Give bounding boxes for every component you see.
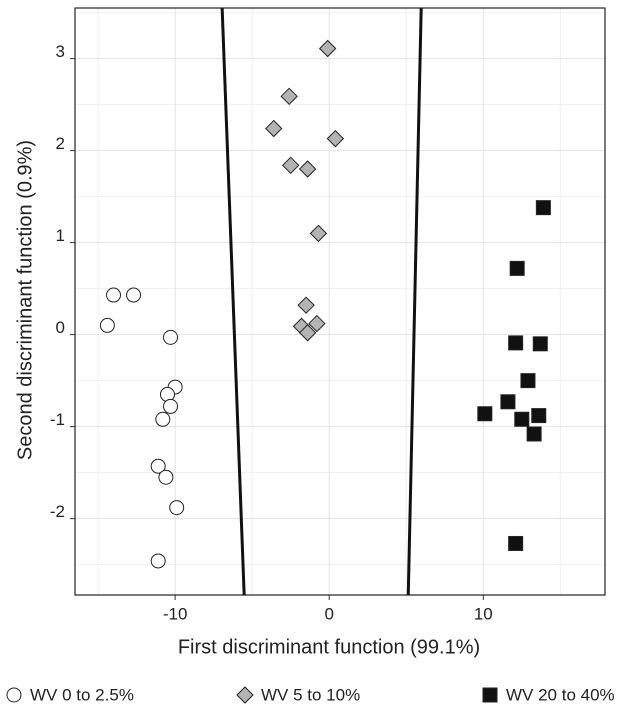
legend-label: WV 5 to 10% <box>261 685 360 704</box>
point <box>532 336 548 352</box>
x-axis-title: First discriminant function (99.1%) <box>178 636 480 658</box>
y-tick-label: 3 <box>56 42 65 61</box>
point <box>169 500 185 516</box>
point <box>150 458 166 474</box>
plot-border <box>74 7 606 596</box>
point <box>297 296 315 314</box>
point <box>280 87 298 106</box>
boundary-line <box>406 7 423 596</box>
point <box>155 411 171 427</box>
point <box>281 156 300 175</box>
x-tick-label: 10 <box>474 604 493 623</box>
point <box>265 119 283 138</box>
point <box>477 406 493 422</box>
legend-label: WV 0 to 2.5% <box>30 685 134 704</box>
y-tick-label: -1 <box>50 410 65 429</box>
point <box>163 329 179 345</box>
point <box>531 408 547 424</box>
point <box>508 335 524 351</box>
y-tick-label: -2 <box>50 502 65 521</box>
y-axis-title: Second discriminant function (0.9%) <box>14 140 36 460</box>
point <box>326 129 345 148</box>
legend-marker <box>6 687 22 703</box>
point <box>526 426 542 442</box>
point <box>163 398 179 414</box>
point <box>514 411 530 427</box>
legend-label: WV 20 to 40% <box>506 685 615 704</box>
x-tick-label: -10 <box>163 604 188 623</box>
point <box>106 287 122 303</box>
point <box>535 200 551 216</box>
point <box>318 39 337 58</box>
point <box>500 394 516 410</box>
point <box>126 287 142 303</box>
y-tick-label: 2 <box>56 134 65 153</box>
point <box>309 224 328 243</box>
point <box>298 160 317 178</box>
point <box>99 317 115 333</box>
point <box>520 373 536 389</box>
point <box>509 260 525 276</box>
point <box>298 324 317 342</box>
point <box>508 535 524 551</box>
x-tick-label: 0 <box>324 604 333 623</box>
legend-marker <box>482 687 498 703</box>
legend-marker <box>236 686 254 704</box>
y-tick-label: 0 <box>56 318 65 337</box>
point <box>158 469 174 485</box>
y-tick-label: 1 <box>56 226 65 245</box>
point <box>308 314 326 333</box>
boundary-line <box>220 7 246 596</box>
point <box>150 553 166 569</box>
